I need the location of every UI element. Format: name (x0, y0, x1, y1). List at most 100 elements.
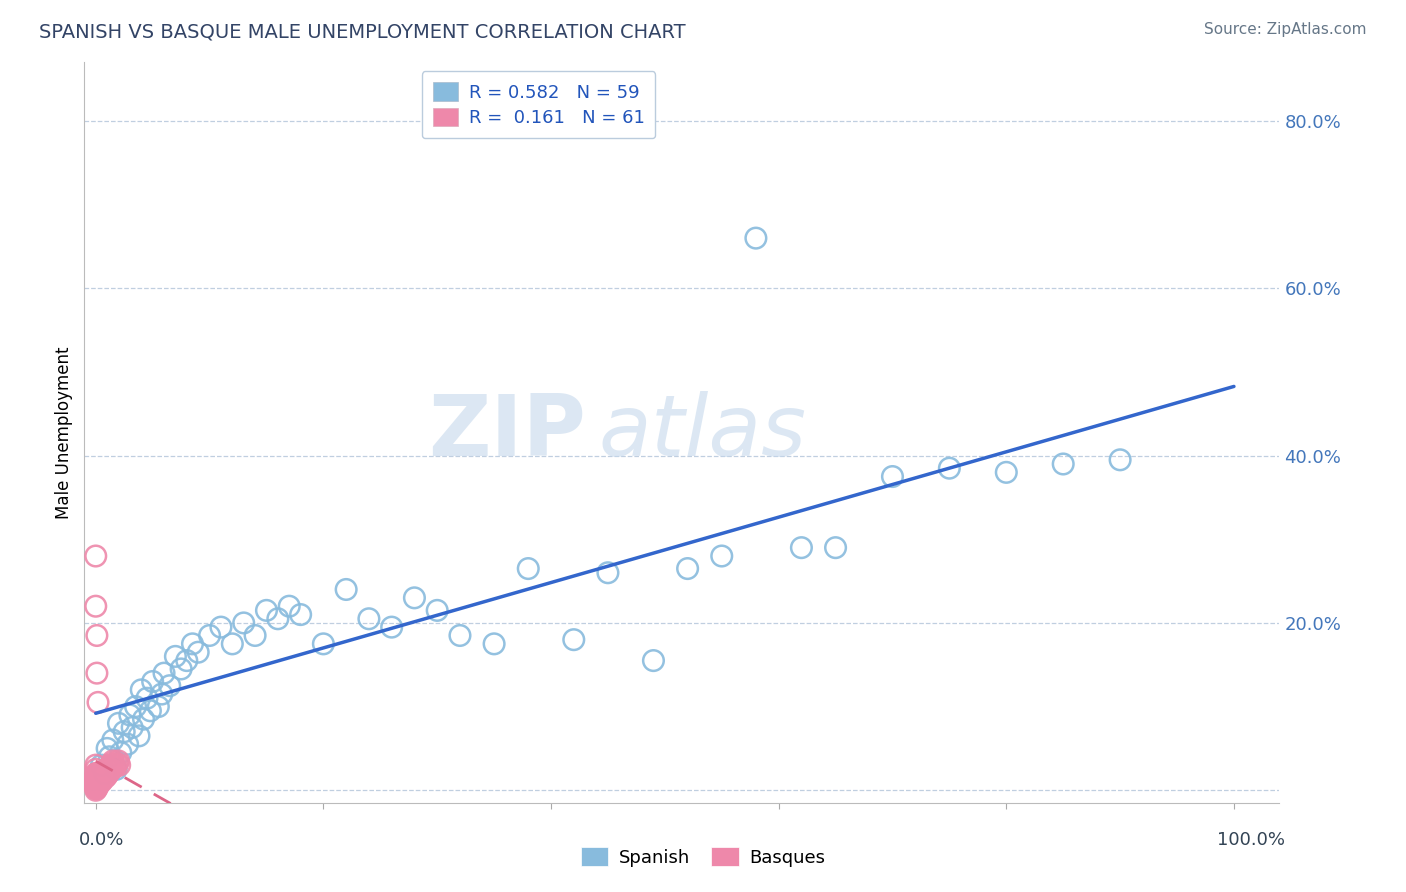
Point (96, 741, 118, 756)
Text: 0.0%: 0.0% (79, 831, 124, 849)
Point (176, 654, 198, 668)
Point (181, 637, 204, 651)
Point (91, 773, 114, 788)
Point (335, 582, 357, 597)
Point (84, 773, 107, 788)
Point (93, 772, 115, 786)
Point (107, 716, 129, 731)
Point (91, 770, 114, 784)
Point (84, 783, 107, 797)
Point (148, 699, 170, 714)
Point (124, 699, 146, 714)
Point (87, 779, 110, 793)
Point (96, 763, 118, 777)
Point (449, 628, 471, 642)
Point (87, 773, 110, 788)
Point (278, 599, 301, 614)
Point (86, 666, 108, 681)
Point (89, 768, 111, 782)
Point (132, 712, 155, 726)
Point (86, 779, 108, 793)
Point (100, 756, 122, 771)
Point (84, 778, 107, 792)
Point (108, 758, 131, 772)
Point (790, 541, 813, 555)
Point (159, 679, 181, 693)
Point (562, 632, 585, 647)
Point (86, 775, 108, 789)
Point (86, 781, 108, 796)
Point (170, 662, 193, 676)
Legend: Spanish, Basques: Spanish, Basques (574, 840, 832, 874)
Point (112, 724, 135, 739)
Point (139, 704, 162, 718)
Point (84, 772, 107, 786)
Point (103, 758, 125, 772)
Point (198, 628, 221, 642)
Point (94, 764, 117, 779)
Point (89, 772, 111, 786)
Point (426, 603, 449, 617)
Point (89, 776, 111, 790)
Point (209, 620, 232, 634)
Point (995, 466, 1018, 480)
Point (84, 768, 107, 782)
Point (84, 781, 107, 796)
Point (121, 721, 143, 735)
Point (101, 754, 124, 768)
Point (94, 770, 117, 784)
Point (89, 775, 111, 789)
Point (91, 764, 114, 779)
Text: SPANISH VS BASQUE MALE UNEMPLOYMENT CORRELATION CHART: SPANISH VS BASQUE MALE UNEMPLOYMENT CORR… (39, 22, 686, 41)
Point (84, 549, 107, 563)
Point (187, 645, 209, 659)
Point (118, 708, 141, 723)
Point (84, 775, 107, 789)
Point (676, 561, 699, 575)
Point (86, 776, 108, 790)
Point (882, 469, 904, 483)
Point (87, 695, 110, 709)
Point (86, 773, 108, 788)
Point (84, 762, 107, 776)
Legend: R = 0.582   N = 59, R =  0.161   N = 61: R = 0.582 N = 59, R = 0.161 N = 61 (422, 71, 655, 138)
Point (150, 687, 173, 701)
Point (404, 591, 426, 605)
Y-axis label: Male Unemployment: Male Unemployment (55, 346, 73, 519)
Point (84, 766, 107, 780)
Point (94, 766, 117, 780)
Text: atlas: atlas (599, 391, 806, 475)
Point (243, 628, 266, 642)
Text: 100.0%: 100.0% (1218, 831, 1285, 849)
Point (98, 749, 121, 764)
Point (84, 758, 107, 772)
Point (110, 746, 132, 760)
Point (94, 766, 117, 780)
Point (84, 780, 107, 794)
Point (100, 758, 122, 772)
Point (105, 756, 128, 771)
Point (105, 758, 128, 772)
Text: ZIP: ZIP (429, 391, 586, 475)
Point (90, 766, 112, 780)
Point (86, 771, 108, 785)
Point (256, 603, 278, 617)
Point (97, 762, 120, 776)
Point (89, 773, 111, 788)
Point (101, 760, 124, 774)
Point (101, 733, 124, 747)
Point (136, 691, 159, 706)
Point (87, 766, 110, 780)
Point (482, 637, 505, 651)
Point (98, 760, 121, 774)
Point (290, 607, 312, 622)
Point (104, 760, 127, 774)
Point (89, 770, 111, 784)
Text: Source: ZipAtlas.com: Source: ZipAtlas.com (1204, 22, 1367, 37)
Point (90, 771, 112, 785)
Point (221, 637, 243, 651)
Point (710, 549, 733, 563)
Point (98, 764, 121, 779)
Point (1109, 452, 1132, 467)
Point (142, 674, 165, 689)
